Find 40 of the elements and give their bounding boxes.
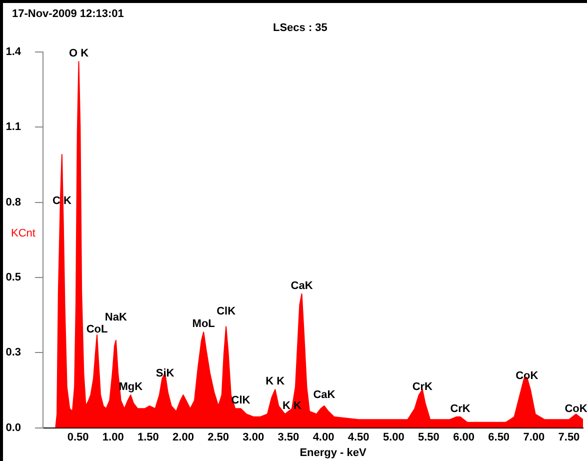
annotation: NaK — [104, 311, 127, 324]
x-tick-label: 7.50 — [558, 431, 580, 444]
x-tick-label: 4.00 — [312, 431, 334, 444]
y-tick-label: 0.3 — [6, 346, 21, 359]
annotation: C K — [52, 195, 72, 208]
annotation: CaK — [290, 280, 313, 292]
annotation: CaK — [313, 389, 336, 402]
x-tick-label: 4.50 — [348, 431, 370, 444]
x-axis-title: Energy - keV — [300, 447, 367, 459]
annotation: O K — [68, 48, 89, 60]
x-tick-label: 1.50 — [137, 431, 159, 444]
annotation: SiK — [156, 367, 174, 380]
x-tick-label: 7.00 — [523, 431, 545, 444]
x-tick-label: 2.50 — [208, 431, 230, 444]
annotation: CoK — [564, 402, 587, 415]
x-tick-label: 2.00 — [172, 431, 194, 444]
x-tick-label: 5.00 — [382, 431, 404, 444]
x-tick-label: 3.00 — [242, 431, 264, 444]
x-tick-label: 6.00 — [453, 431, 474, 444]
chart-title: 17-Nov-2009 12:13:01 — [12, 8, 124, 20]
annotation: MoL — [192, 318, 216, 330]
annotation: CoK — [516, 370, 538, 382]
x-tick-label: 3.50 — [278, 431, 300, 444]
annotation: K K — [282, 400, 302, 412]
x-tick-label: 0.50 — [67, 431, 89, 444]
annotation: CrK — [412, 381, 433, 394]
y-tick-label: 1.1 — [6, 121, 21, 134]
y-tick-label: 0.0 — [6, 422, 21, 434]
annotation: CrK — [450, 402, 470, 415]
x-tick-label: 1.00 — [102, 431, 124, 444]
y-tick-label: 0.8 — [6, 196, 21, 208]
x-tick-label: 5.50 — [418, 431, 440, 444]
x-tick-label: 6.50 — [488, 431, 510, 444]
annotation: CoL — [86, 324, 108, 336]
y-axis-title: KCnt — [11, 227, 36, 240]
y-tick-label: 1.4 — [6, 46, 22, 58]
chart-subtitle: LSecs : 35 — [273, 22, 328, 34]
annotation: K K — [266, 376, 285, 388]
annotation: ClK — [216, 305, 236, 318]
y-tick-label: 0.5 — [6, 272, 21, 284]
